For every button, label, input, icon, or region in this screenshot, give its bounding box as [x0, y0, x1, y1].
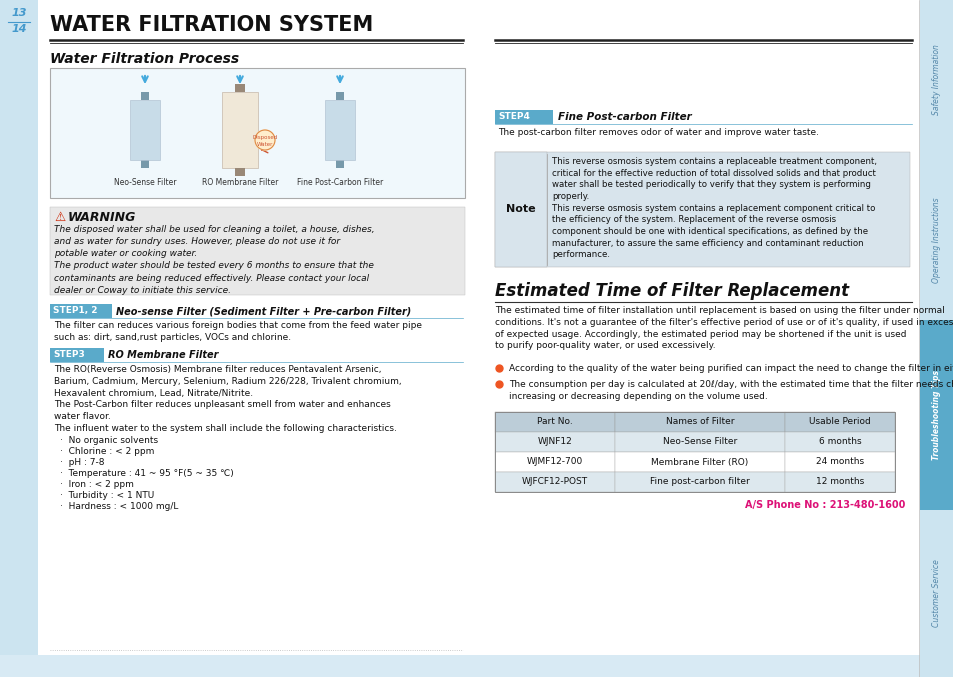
Text: WJMF12-700: WJMF12-700 — [526, 458, 582, 466]
Bar — [335, 92, 344, 100]
Bar — [222, 92, 257, 168]
Text: 24 months: 24 months — [815, 458, 863, 466]
Text: Note: Note — [506, 204, 536, 215]
Bar — [919, 510, 953, 677]
Bar — [495, 412, 894, 492]
Text: STEP4: STEP4 — [497, 112, 529, 121]
Text: According to the quality of the water being purified can impact the need to chan: According to the quality of the water be… — [509, 364, 953, 373]
Bar — [50, 207, 464, 295]
Text: ·  Turbidity : < 1 NTU: · Turbidity : < 1 NTU — [60, 491, 154, 500]
Text: WJNF12: WJNF12 — [537, 437, 572, 447]
Bar — [495, 452, 615, 472]
Text: The RO(Reverse Osmosis) Membrane filter reduces Pentavalent Arsenic,
Barium, Cad: The RO(Reverse Osmosis) Membrane filter … — [54, 365, 401, 433]
Text: Neo-Sense Filter: Neo-Sense Filter — [113, 178, 176, 187]
Bar — [615, 452, 784, 472]
Bar — [919, 160, 953, 320]
Bar — [919, 320, 953, 510]
Text: WARNING: WARNING — [68, 211, 136, 224]
Bar — [234, 84, 245, 92]
Bar — [141, 160, 149, 168]
Bar — [495, 432, 615, 452]
Bar — [784, 412, 894, 432]
Text: Safety Information: Safety Information — [931, 45, 941, 116]
Text: Operating Instructions: Operating Instructions — [931, 197, 941, 283]
Text: Names of Filter: Names of Filter — [665, 418, 734, 427]
Bar — [615, 432, 784, 452]
Bar — [50, 348, 104, 362]
Bar — [495, 472, 615, 492]
Text: WJFCF12-POST: WJFCF12-POST — [521, 477, 587, 487]
Text: ·  Chlorine : < 2 ppm: · Chlorine : < 2 ppm — [60, 447, 154, 456]
Text: The estimated time of filter installation until replacement is based on using th: The estimated time of filter installatio… — [495, 306, 953, 351]
Text: ·  Hardness : < 1000 mg/L: · Hardness : < 1000 mg/L — [60, 502, 178, 511]
Bar — [784, 472, 894, 492]
Text: ·  Temperature : 41 ~ 95 °F(5 ~ 35 ℃): · Temperature : 41 ~ 95 °F(5 ~ 35 ℃) — [60, 469, 233, 478]
Text: Neo-Sense Filter: Neo-Sense Filter — [662, 437, 737, 447]
Text: STEP1, 2: STEP1, 2 — [53, 306, 97, 315]
Text: Part No.: Part No. — [537, 418, 572, 427]
Bar — [130, 100, 160, 160]
Bar — [495, 152, 909, 267]
Bar — [615, 472, 784, 492]
Text: The consumption per day is calculated at 20ℓ/day, with the estimated time that t: The consumption per day is calculated at… — [509, 380, 953, 401]
Text: Water: Water — [256, 141, 273, 146]
Text: Water Filtration Process: Water Filtration Process — [50, 52, 239, 66]
Text: This reverse osmosis system contains a replaceable treatment component,
critical: This reverse osmosis system contains a r… — [552, 157, 876, 259]
Text: Usable Period: Usable Period — [808, 418, 870, 427]
Text: Troubleshooting Tips: Troubleshooting Tips — [931, 370, 941, 460]
Text: Fine post-carbon filter: Fine post-carbon filter — [649, 477, 749, 487]
Text: 6 months: 6 months — [818, 437, 861, 447]
Text: STEP3: STEP3 — [53, 350, 85, 359]
Text: 12 months: 12 months — [815, 477, 863, 487]
Bar — [50, 68, 464, 198]
Text: ⚠: ⚠ — [54, 211, 65, 224]
Bar — [615, 412, 784, 432]
Text: ·  Iron : < 2 ppm: · Iron : < 2 ppm — [60, 480, 133, 489]
Text: ·  pH : 7-8: · pH : 7-8 — [60, 458, 105, 467]
Text: Neo-sense Filter (Sediment Filter + Pre-carbon Filter): Neo-sense Filter (Sediment Filter + Pre-… — [116, 306, 411, 316]
Bar — [325, 100, 355, 160]
Text: Fine Post-Carbon Filter: Fine Post-Carbon Filter — [296, 178, 383, 187]
Bar — [919, 0, 953, 160]
Text: Fine Post-carbon Filter: Fine Post-carbon Filter — [558, 112, 691, 122]
Text: ·  No organic solvents: · No organic solvents — [60, 436, 158, 445]
Bar — [0, 655, 953, 677]
Text: Customer Service: Customer Service — [931, 560, 941, 628]
Text: Estimated Time of Filter Replacement: Estimated Time of Filter Replacement — [495, 282, 848, 300]
Circle shape — [254, 130, 274, 150]
Bar — [50, 304, 112, 318]
Bar — [495, 412, 615, 432]
Bar — [495, 152, 546, 267]
Bar — [234, 168, 245, 176]
Text: 13: 13 — [11, 8, 27, 18]
Bar — [0, 0, 38, 677]
Text: The filter can reduces various foreign bodies that come from the feed water pipe: The filter can reduces various foreign b… — [54, 321, 421, 342]
Text: 14: 14 — [11, 24, 27, 34]
Text: A/S Phone No : 213-480-1600: A/S Phone No : 213-480-1600 — [744, 500, 904, 510]
Bar — [495, 110, 553, 124]
Text: RO Membrane Filter: RO Membrane Filter — [108, 350, 218, 360]
Text: Disposed: Disposed — [253, 135, 277, 139]
Text: The post-carbon filter removes odor of water and improve water taste.: The post-carbon filter removes odor of w… — [497, 128, 818, 137]
Text: Membrane Filter (RO): Membrane Filter (RO) — [651, 458, 748, 466]
Bar — [784, 452, 894, 472]
Text: RO Membrane Filter: RO Membrane Filter — [202, 178, 278, 187]
Text: The disposed water shall be used for cleaning a toilet, a house, dishes,
and as : The disposed water shall be used for cle… — [54, 225, 375, 294]
Bar — [784, 432, 894, 452]
Bar — [335, 160, 344, 168]
Bar — [919, 0, 953, 677]
Text: WATER FILTRATION SYSTEM: WATER FILTRATION SYSTEM — [50, 15, 373, 35]
Bar — [141, 92, 149, 100]
